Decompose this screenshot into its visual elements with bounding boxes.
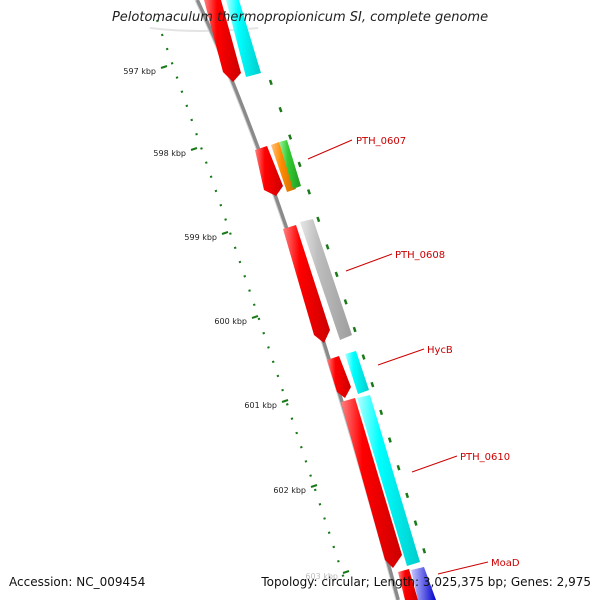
gene-feature-cyan[interactable] xyxy=(226,0,261,77)
scale-tick-mark xyxy=(310,484,318,488)
scale-tick-mark xyxy=(160,65,168,69)
gene-label[interactable]: PTH_0607 xyxy=(356,136,406,147)
scale-tick-label: 597 kbp xyxy=(123,67,156,76)
scale-tick-mark xyxy=(251,315,259,319)
gene-feature-red[interactable] xyxy=(398,569,418,600)
gene-feature-cyan[interactable] xyxy=(345,351,369,394)
scale-tick-label: 598 kbp xyxy=(153,149,186,158)
gene-label[interactable]: PTH_0610 xyxy=(460,452,510,463)
gene-feature-cyan[interactable] xyxy=(357,395,420,566)
gene-feature-red[interactable] xyxy=(341,398,402,568)
scale-tick-mark xyxy=(342,570,350,574)
accession-text: Accession: NC_009454 xyxy=(9,575,146,589)
scale-ticks: 597 kbp 598 kbp 599 kbp 600 kbp 601 kbp 602 k… xyxy=(123,65,350,581)
scale-tick-label: 603 kbp xyxy=(305,572,338,581)
scale-tick-mark xyxy=(281,399,289,403)
scale-tick-mark xyxy=(190,147,198,151)
scale-tick-label: 601 kbp xyxy=(244,401,277,410)
gene-feature-red[interactable] xyxy=(283,225,330,343)
gene-feature-green[interactable] xyxy=(279,140,301,189)
gene-label[interactable]: PTH_0608 xyxy=(395,250,445,261)
scale-dotted-line xyxy=(155,19,348,586)
scale-tick-mark xyxy=(221,231,229,235)
gene-feature-red[interactable] xyxy=(255,146,283,196)
gene-labels: PTH_0607 PTH_0608 HycB PTH_0610 MoaD xyxy=(356,136,520,569)
leader-lines xyxy=(307,139,489,575)
gene-feature-red[interactable] xyxy=(204,0,241,82)
scale-tick-label: 599 kbp xyxy=(184,233,217,242)
scale-tick-label: 600 kbp xyxy=(214,317,247,326)
gene-feature-red[interactable] xyxy=(327,356,351,398)
gene-features xyxy=(204,0,436,600)
genome-backbone xyxy=(195,0,400,600)
gene-feature-blue[interactable] xyxy=(411,567,436,600)
genome-backbone-highlight xyxy=(194,0,397,600)
feature-track-ticks xyxy=(268,79,432,571)
genome-summary-text: Topology: circular; Length: 3,025,375 bp… xyxy=(261,575,591,589)
gene-feature-orange[interactable] xyxy=(271,142,296,192)
gene-label[interactable]: MoaD xyxy=(491,558,520,569)
genome-title: Pelotomaculum thermopropionicum SI, comp… xyxy=(111,10,489,25)
scale-tick-label: 602 kbp xyxy=(273,486,306,495)
gene-label[interactable]: HycB xyxy=(427,345,453,356)
gene-feature-gray[interactable] xyxy=(300,219,352,340)
